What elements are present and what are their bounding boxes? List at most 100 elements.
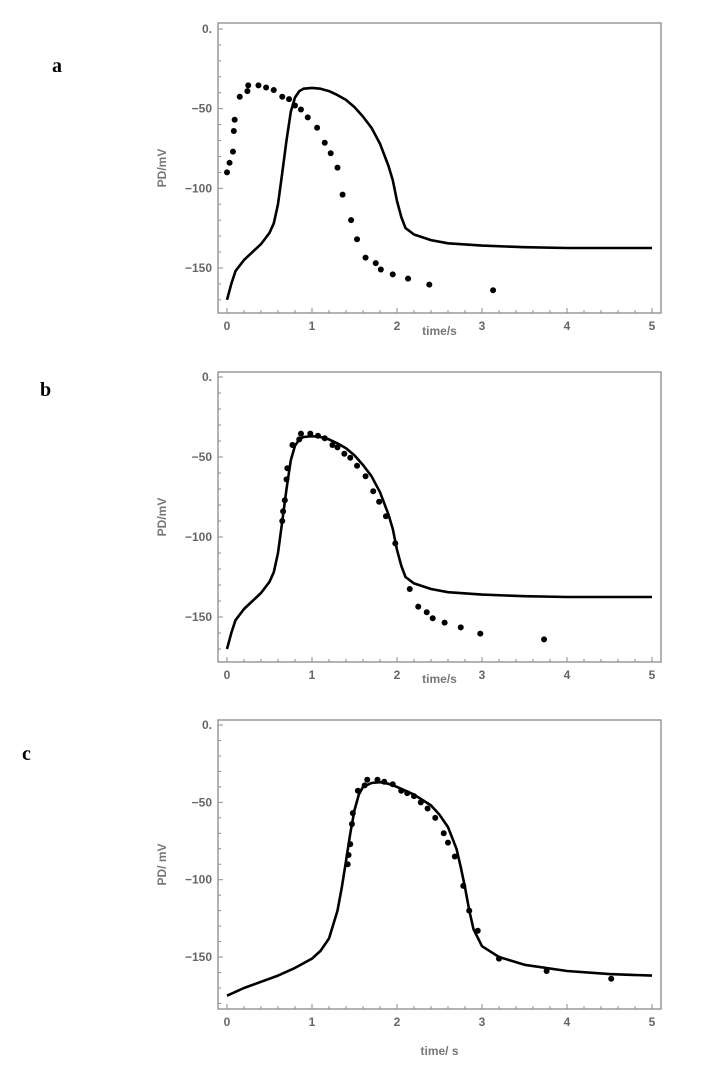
experimental-point	[321, 435, 328, 442]
experimental-point	[389, 781, 396, 788]
x-tick-label: 0	[224, 1015, 231, 1029]
experimental-point	[490, 287, 497, 294]
experimental-point	[370, 488, 377, 495]
experimental-point	[406, 586, 413, 592]
panel-label: a	[52, 55, 62, 77]
x-tick-label: 1	[309, 319, 316, 333]
x-axis-label: time/ s	[420, 1044, 458, 1058]
experimental-point	[344, 861, 351, 868]
experimental-point	[304, 114, 311, 121]
experimental-point	[354, 236, 361, 243]
experimental-point	[457, 624, 464, 631]
experimental-point	[389, 271, 396, 278]
experimental-point	[426, 281, 433, 288]
experimental-point	[441, 619, 448, 626]
model-curve	[225, 434, 652, 650]
x-tick-label: 4	[564, 319, 571, 333]
experimental-point	[289, 442, 296, 448]
experimental-point	[460, 882, 467, 889]
experimental-point	[229, 148, 236, 155]
experimental-point	[354, 787, 361, 794]
experimental-point	[362, 254, 369, 261]
experimental-point	[415, 603, 422, 610]
panel-c: c 0 1 2 3 4 5 0. −50 −100 −150 time/ s PD/ mV	[22, 718, 662, 1058]
experimental-point	[361, 782, 368, 789]
experimental-point	[474, 927, 481, 934]
experimental-point	[339, 191, 346, 198]
experimental-point	[364, 776, 371, 783]
x-tick-label: 2	[394, 1015, 401, 1029]
panel-label: b	[40, 379, 51, 401]
y-tick-label: −100	[185, 873, 212, 887]
x-tick-label: 5	[649, 1015, 656, 1029]
plot-frame	[217, 22, 662, 314]
experimental-point	[347, 841, 354, 848]
experimental-point	[263, 84, 270, 91]
experimental-point	[405, 275, 412, 282]
experimental-point	[283, 476, 290, 483]
experimental-point	[374, 776, 381, 783]
experimental-point	[321, 139, 328, 146]
experimental-point	[424, 805, 431, 812]
experimental-point	[440, 830, 447, 837]
y-tick-label: −150	[185, 610, 212, 624]
x-tick-label: 3	[479, 668, 486, 682]
x-tick-label: 3	[479, 319, 486, 333]
experimental-point	[279, 518, 286, 524]
y-axis-label: PD/mV	[155, 149, 169, 188]
experimental-point	[341, 450, 348, 457]
y-tick-label: 0.	[202, 718, 212, 732]
experimental-point	[296, 436, 303, 443]
y-tick-label: −50	[192, 450, 213, 464]
experimental-point	[411, 793, 417, 800]
y-tick-label: −100	[185, 181, 212, 195]
experimental-point	[329, 442, 336, 448]
experimental-point	[417, 799, 424, 806]
experimental-point	[429, 615, 436, 622]
experimental-point	[255, 82, 262, 89]
x-tick-label: 5	[649, 319, 656, 333]
experimental-point	[230, 127, 237, 134]
experimental-point	[347, 454, 354, 461]
experimental-point	[236, 93, 243, 100]
experimental-point	[477, 630, 484, 637]
plot-frame	[217, 719, 662, 1010]
experimental-point	[284, 465, 291, 472]
x-tick-label: 0	[224, 319, 231, 333]
x-tick-label: 4	[564, 668, 571, 682]
x-tick-label: 1	[309, 1015, 316, 1029]
experimental-point	[381, 778, 388, 785]
experimental-point	[423, 609, 430, 616]
experimental-point	[466, 907, 473, 914]
experimental-point	[392, 540, 399, 547]
experimental-point	[314, 124, 321, 131]
y-axis-label: PD/ mV	[155, 843, 169, 885]
x-axis-label: time/s	[422, 672, 457, 686]
experimental-point	[281, 497, 288, 504]
y-tick-label: 0.	[202, 22, 212, 36]
panel-a: a 0 1 2 3 4 5 0. −50 −100 −150 time/s PD/mV	[52, 22, 662, 338]
model-curve	[226, 780, 653, 997]
experimental-point	[224, 169, 230, 176]
experimental-point	[348, 217, 355, 224]
experimental-point	[398, 787, 405, 794]
panel-b: b 0 1 2 3 4 5 0. −50 −100 −150 time/s PD/mV	[40, 370, 662, 686]
experimental-point	[279, 93, 286, 100]
experimental-point	[244, 88, 251, 95]
experimental-point	[354, 462, 361, 469]
experimental-point	[314, 432, 321, 439]
experimental-point	[543, 967, 550, 974]
experimental-point	[348, 821, 355, 828]
experimental-point	[345, 851, 352, 858]
experimental-point	[334, 444, 341, 451]
experimental-point	[297, 106, 304, 113]
experimental-point	[445, 839, 451, 846]
x-tick-label: 2	[394, 319, 401, 333]
experimental-point	[404, 790, 411, 797]
experimental-point	[541, 636, 548, 643]
experimental-point	[349, 810, 356, 817]
y-tick-label: −50	[192, 102, 213, 116]
x-axis-label: time/s	[422, 324, 457, 338]
y-tick-label: −150	[185, 950, 212, 964]
experimental-point	[382, 513, 389, 520]
